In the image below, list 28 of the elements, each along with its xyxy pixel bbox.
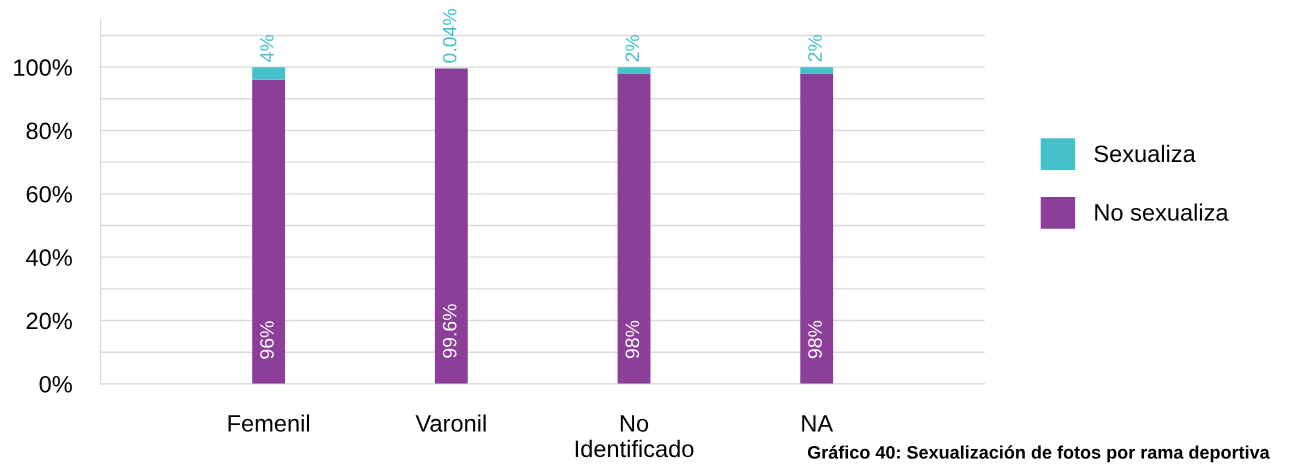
x-tick-label: NA xyxy=(802,415,834,432)
bar xyxy=(800,67,834,74)
data-label: 98% xyxy=(625,320,640,359)
bar xyxy=(617,73,651,384)
data-label: 96% xyxy=(260,321,274,359)
text: Gráfico 40: Sexualización de fotos por rama deportiva xyxy=(807,445,1270,463)
bar xyxy=(252,79,286,384)
y-tick-label: 100% xyxy=(14,59,72,76)
data-label: 99.6% xyxy=(442,304,457,358)
legend-label: Sexualiza xyxy=(1094,144,1196,163)
bar xyxy=(252,67,286,80)
x-tick-label: Femenil xyxy=(228,414,310,432)
x-tick-label: Varonil xyxy=(415,414,486,432)
bar xyxy=(617,67,651,74)
bar xyxy=(434,68,468,384)
y-tick-label: 60% xyxy=(26,185,72,203)
y-tick-label: 80% xyxy=(26,122,72,140)
data-label: 0.04% xyxy=(442,9,457,63)
x-tick-label: No Identificado xyxy=(575,415,694,458)
data-label: 4% xyxy=(260,34,274,62)
data-label: 2% xyxy=(808,34,822,62)
data-label: 2% xyxy=(625,34,640,62)
data-label: 98% xyxy=(808,320,822,359)
y-tick-label: 20% xyxy=(26,312,72,330)
bar xyxy=(800,73,834,384)
legend-label: No sexualiza xyxy=(1095,203,1229,221)
y-tick-label: 40% xyxy=(26,249,72,266)
y-tick-label: 0% xyxy=(39,375,72,393)
